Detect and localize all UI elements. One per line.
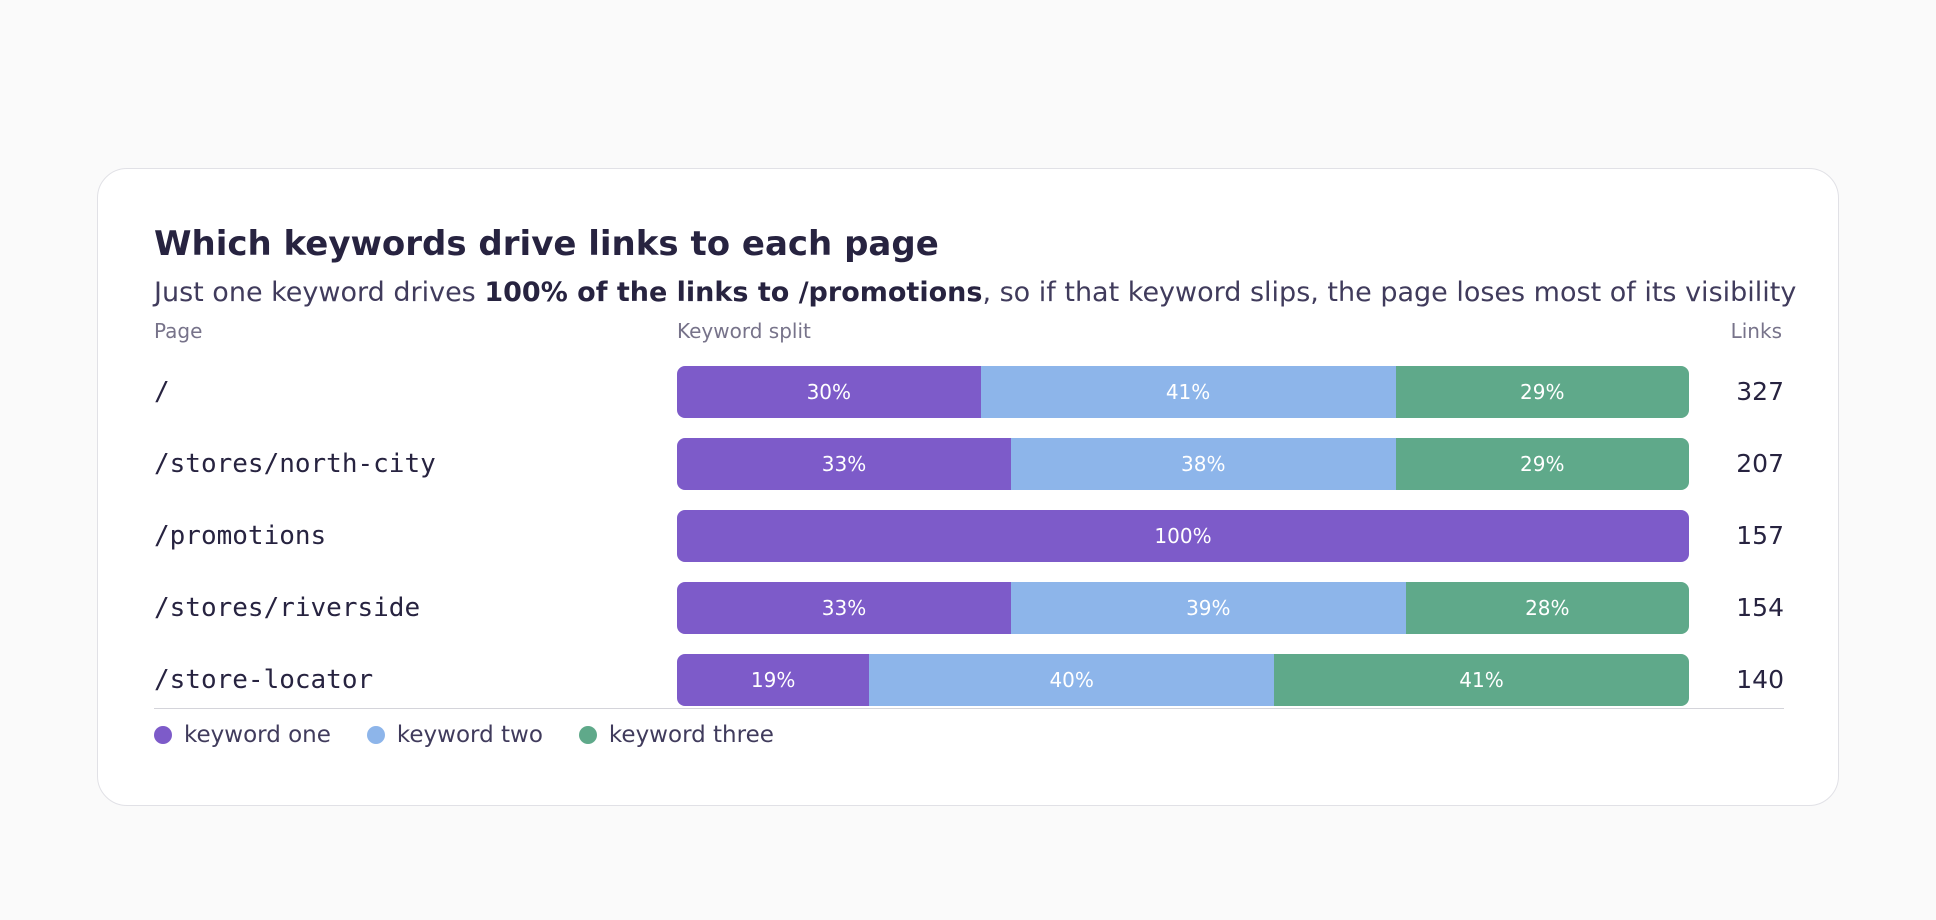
- bar-segment-keyword-two: 39%: [1010, 582, 1406, 634]
- bar-segment-keyword-two: 38%: [1010, 438, 1396, 490]
- bar-segment-keyword-one: 33%: [677, 582, 1011, 634]
- links-count: 327: [1736, 377, 1784, 406]
- subtitle-highlight: 100% of the links to /promotions: [484, 277, 983, 308]
- bar-segment-keyword-three: 28%: [1405, 582, 1689, 634]
- segment-value-label: 41%: [1165, 380, 1211, 404]
- segment-value-label: 38%: [1181, 452, 1226, 476]
- column-header-links: Links: [1730, 319, 1782, 343]
- chart-baseline: [154, 708, 1784, 709]
- legend-label: keyword two: [396, 722, 543, 748]
- segment-value-label: 30%: [806, 380, 852, 404]
- chart-title: Which keywords drive links to each page: [154, 224, 939, 264]
- page-label: /: [154, 377, 170, 407]
- legend-swatch: [366, 726, 385, 744]
- stacked-bar: 30% 41% 29%: [677, 366, 1689, 418]
- bar-segment-keyword-two: 41%: [980, 366, 1396, 418]
- links-count: 157: [1736, 521, 1784, 550]
- chart-row: / 30% 41% 29% 327: [154, 366, 1784, 418]
- segment-value-label: 40%: [1049, 668, 1094, 692]
- page-label: /stores/riverside: [154, 593, 421, 623]
- stacked-bar: 33% 39% 28%: [677, 582, 1689, 634]
- stacked-bar: 100%: [677, 510, 1689, 562]
- legend-label: keyword one: [184, 722, 331, 748]
- segment-value-label: 33%: [821, 596, 867, 620]
- chart-card: Which keywords drive links to each page …: [97, 168, 1839, 806]
- segment-value-label: 39%: [1186, 596, 1231, 620]
- page-label: /promotions: [154, 521, 327, 551]
- chart-row: /store-locator 19% 40% 41% 140: [154, 654, 1784, 706]
- stacked-bar: 19% 40% 41%: [677, 654, 1689, 706]
- bar-segment-keyword-three: 29%: [1395, 438, 1689, 490]
- chart-subtitle: Just one keyword drives 100% of the link…: [154, 277, 1796, 308]
- bar-segment-keyword-one: 33%: [677, 438, 1011, 490]
- links-count: 140: [1736, 665, 1784, 694]
- bar-segment-keyword-one: 19%: [677, 654, 870, 706]
- page-label: /stores/north-city: [154, 449, 436, 479]
- segment-value-label: 29%: [1520, 380, 1565, 404]
- subtitle-text-start: Just one keyword drives: [154, 277, 485, 308]
- legend-swatch: [578, 726, 597, 744]
- chart-row: /stores/riverside 33% 39% 28% 154: [154, 582, 1784, 634]
- page-label: /store-locator: [154, 665, 374, 695]
- legend-item: keyword three: [578, 722, 774, 748]
- chart-row: /promotions 100% 157: [154, 510, 1784, 562]
- column-header-keyword-split: Keyword split: [677, 319, 811, 343]
- bar-segment-keyword-three: 41%: [1274, 654, 1689, 706]
- bar-segment-keyword-one: 30%: [677, 366, 981, 418]
- chart-legend: keyword one keyword two keyword three: [154, 722, 810, 748]
- bar-segment-keyword-three: 29%: [1395, 366, 1689, 418]
- legend-item: keyword one: [154, 722, 331, 748]
- chart-row: /stores/north-city 33% 38% 29% 207: [154, 438, 1784, 490]
- chart-rows: / 30% 41% 29% 327/stores/north-city 33% 38% 29%…: [154, 366, 1784, 706]
- legend-swatch: [154, 726, 172, 744]
- legend-label: keyword three: [608, 722, 774, 748]
- bar-segment-keyword-two: 40%: [869, 654, 1275, 706]
- subtitle-text-end: , so if that keyword slips, the page los…: [982, 277, 1797, 308]
- segment-value-label: 28%: [1525, 596, 1570, 620]
- column-header-page: Page: [154, 319, 203, 343]
- segment-value-label: 100%: [1154, 524, 1212, 548]
- links-count: 207: [1736, 449, 1784, 478]
- legend-item: keyword two: [366, 722, 543, 748]
- stacked-bar: 33% 38% 29%: [677, 438, 1689, 490]
- bar-segment-keyword-one: 100%: [677, 510, 1689, 562]
- links-count: 154: [1736, 593, 1784, 622]
- segment-value-label: 41%: [1459, 668, 1504, 692]
- segment-value-label: 29%: [1520, 452, 1565, 476]
- segment-value-label: 19%: [750, 668, 796, 692]
- segment-value-label: 33%: [821, 452, 867, 476]
